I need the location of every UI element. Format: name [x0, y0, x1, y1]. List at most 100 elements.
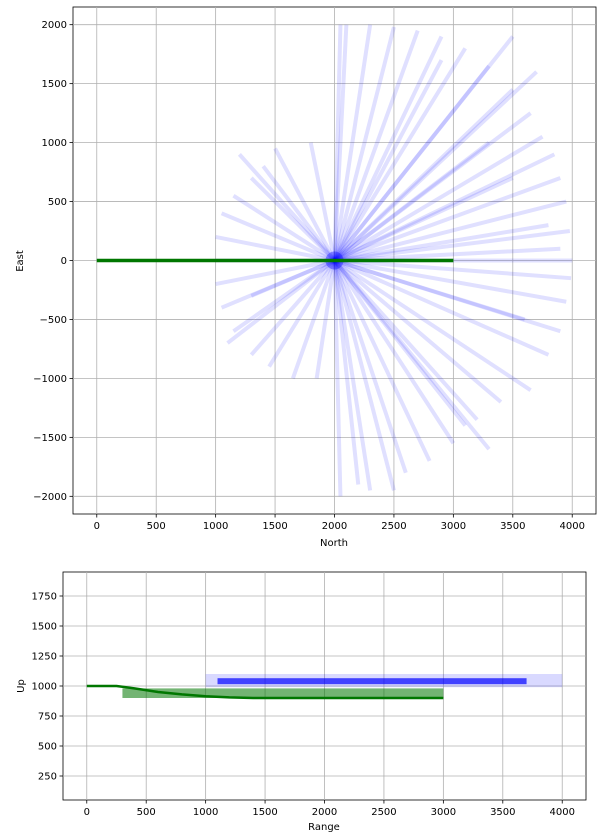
trajectory-ray [314, 260, 337, 379]
bottom-x-ticks: 0 500 1000 1500 2000 2500 3000 3500 4000 [84, 800, 575, 818]
trajectory-ray [332, 259, 467, 427]
y-tick-label: 500 [48, 197, 67, 208]
top-y-ticks: −2000 −1500 −1000 −500 0 500 1000 1500 2000 [33, 20, 73, 503]
x-tick-label: 1500 [252, 807, 277, 818]
green-band [122, 688, 444, 698]
x-tick-label: 3000 [431, 807, 456, 818]
x-tick-label: 1500 [262, 521, 287, 532]
trajectory-ray [332, 64, 491, 262]
y-tick-label: 1750 [32, 592, 57, 603]
y-tick-label: 1500 [42, 79, 67, 90]
bottom-y-ticks: 250 500 750 1000 1250 1500 1750 [32, 592, 63, 783]
trajectory-ray [332, 259, 456, 445]
trajectory-ray [249, 259, 336, 357]
x-tick-label: 0 [94, 521, 100, 532]
trajectory-ray [333, 258, 561, 334]
trajectory-ray [332, 260, 373, 491]
trajectory-ray [334, 229, 571, 263]
y-tick-label: −1500 [33, 433, 67, 444]
trajectory-ray [333, 70, 538, 262]
trajectory-ray [334, 199, 567, 263]
y-tick-label: 1000 [32, 682, 57, 693]
trajectory-ray [332, 259, 408, 474]
trajectory-ray [249, 176, 336, 262]
x-tick-label: 0 [84, 807, 90, 818]
trajectory-ray [332, 259, 396, 491]
trajectory-ray [333, 176, 562, 263]
trajectory-ray [332, 35, 515, 262]
trajectory-ray [261, 164, 337, 262]
trajectory-ray [332, 47, 467, 262]
y-tick-label: 250 [38, 772, 57, 783]
trajectory-ray [332, 29, 420, 262]
trajectory-ray [273, 147, 337, 262]
trajectory-ray [333, 111, 532, 263]
x-tick-label: 2000 [312, 807, 337, 818]
y-tick-label: 750 [38, 712, 57, 723]
x-tick-label: 2500 [381, 521, 406, 532]
bottom-y-label: Up [16, 679, 27, 693]
blue-band-core [217, 678, 527, 685]
descent-line [86, 684, 444, 700]
trajectory-ray [220, 211, 336, 263]
trajectory-ray [333, 152, 556, 263]
trajectory-ray [232, 258, 336, 333]
trajectory-ray [332, 260, 343, 497]
x-tick-label: 500 [147, 521, 166, 532]
top-chart: 0 500 1000 1500 2000 2500 3000 3500 4000 −2000 −1… [15, 6, 597, 549]
y-tick-label: −2000 [33, 492, 67, 503]
x-tick-label: 3500 [490, 807, 515, 818]
y-tick-label: 500 [38, 742, 57, 753]
trajectory-ray [237, 153, 336, 262]
y-tick-label: 1500 [32, 622, 57, 633]
x-tick-label: 500 [137, 807, 156, 818]
trajectory-ray [333, 141, 491, 263]
bottom-chart: 0 500 1000 1500 2000 2500 3000 3500 4000 250 500 7… [16, 571, 587, 833]
trajectory-ray [226, 258, 336, 345]
trajectory-ray [308, 142, 337, 261]
trajectory-ray [334, 246, 561, 263]
trajectory-ray [267, 259, 337, 368]
trajectory-ray [333, 258, 550, 357]
bottom-x-label: Range [308, 822, 340, 833]
top-y-label: East [15, 250, 26, 272]
trajectory-ray [220, 258, 336, 310]
trajectory-ray [332, 259, 432, 462]
trajectory-ray [332, 259, 491, 451]
trajectory-ray [334, 258, 567, 304]
x-tick-label: 4000 [560, 521, 585, 532]
trajectory-ray [333, 258, 526, 322]
trajectory-ray [332, 24, 349, 261]
top-x-ticks: 0 500 1000 1500 2000 2500 3000 3500 4000 [94, 514, 585, 532]
trajectory-ray [332, 260, 361, 485]
trajectory-ray [333, 88, 515, 262]
trajectory-ray [215, 234, 335, 263]
x-tick-label: 3000 [441, 521, 466, 532]
y-tick-label: 0 [61, 256, 67, 267]
trajectory-ray [333, 134, 544, 263]
trajectory-ray [332, 59, 444, 262]
trajectory-ray [291, 259, 337, 380]
trajectory-ray [333, 258, 503, 404]
trajectory-ray [333, 176, 514, 263]
y-tick-label: −500 [40, 315, 67, 326]
x-tick-label: 2500 [371, 807, 396, 818]
bottom-grid [63, 572, 586, 800]
top-x-label: North [320, 538, 348, 549]
y-tick-label: 2000 [42, 20, 67, 31]
trajectory-ray [333, 259, 479, 422]
bottom-bands [122, 674, 563, 698]
trajectory-ray [332, 35, 444, 262]
trajectory-ray [332, 26, 396, 261]
x-tick-label: 2000 [322, 521, 347, 532]
trajectory-ray [332, 24, 373, 261]
x-tick-label: 1000 [203, 521, 228, 532]
trajectory-ray [332, 24, 343, 261]
x-tick-label: 4000 [550, 807, 575, 818]
x-tick-label: 3500 [500, 521, 525, 532]
trajectory-ray [333, 258, 532, 392]
trajectory-ray [215, 258, 335, 287]
x-tick-label: 1000 [193, 807, 218, 818]
y-tick-label: 1250 [32, 652, 57, 663]
